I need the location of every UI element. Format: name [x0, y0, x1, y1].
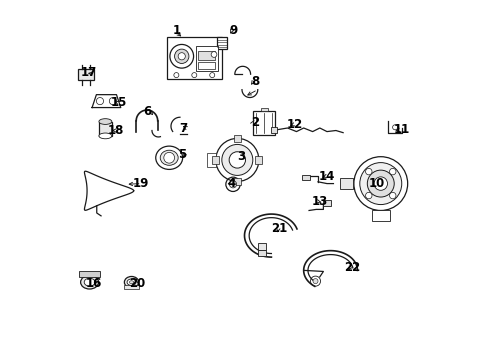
Text: 20: 20 — [128, 278, 145, 291]
Bar — [216, 37, 227, 49]
Bar — [301, 175, 309, 180]
Circle shape — [365, 168, 371, 175]
Ellipse shape — [127, 279, 136, 285]
Circle shape — [96, 98, 103, 105]
Ellipse shape — [124, 276, 139, 288]
Text: 3: 3 — [236, 150, 244, 163]
Circle shape — [389, 168, 395, 175]
Text: 8: 8 — [251, 75, 259, 88]
Bar — [371, 211, 389, 221]
Bar — [260, 108, 267, 111]
Text: 1: 1 — [172, 24, 180, 37]
Circle shape — [163, 152, 174, 163]
Bar — [198, 62, 215, 69]
Bar — [166, 37, 222, 79]
Circle shape — [366, 170, 393, 197]
Text: 12: 12 — [286, 118, 302, 131]
Bar — [255, 156, 262, 163]
Circle shape — [209, 73, 214, 78]
Bar — [339, 178, 352, 189]
Ellipse shape — [160, 150, 178, 165]
Text: 16: 16 — [85, 278, 102, 291]
Ellipse shape — [81, 275, 99, 289]
Bar — [258, 249, 265, 256]
Circle shape — [109, 98, 116, 105]
Circle shape — [353, 157, 407, 211]
Circle shape — [229, 181, 236, 188]
Bar — [124, 285, 139, 289]
Text: 18: 18 — [107, 124, 123, 137]
Text: 17: 17 — [80, 66, 97, 79]
Circle shape — [169, 44, 193, 68]
Circle shape — [174, 49, 188, 63]
Text: 15: 15 — [111, 96, 127, 109]
Text: 5: 5 — [177, 148, 185, 161]
Text: 9: 9 — [229, 24, 237, 37]
Text: 4: 4 — [227, 177, 236, 190]
Ellipse shape — [155, 146, 182, 170]
Bar — [212, 156, 219, 163]
Bar — [99, 122, 112, 136]
Circle shape — [174, 73, 179, 78]
Text: 11: 11 — [393, 123, 409, 136]
Bar — [253, 111, 274, 135]
Text: 13: 13 — [311, 195, 327, 208]
Bar — [196, 45, 217, 71]
Bar — [206, 153, 215, 167]
Circle shape — [191, 73, 196, 78]
Bar — [198, 51, 215, 60]
Ellipse shape — [129, 281, 133, 284]
Text: 10: 10 — [368, 177, 385, 190]
Text: 7: 7 — [179, 122, 187, 135]
Text: 19: 19 — [132, 177, 148, 190]
Bar — [323, 200, 330, 206]
Circle shape — [312, 279, 317, 284]
Circle shape — [211, 51, 217, 57]
Text: 6: 6 — [143, 105, 151, 118]
Bar — [270, 127, 277, 134]
Text: 22: 22 — [343, 261, 360, 274]
Circle shape — [222, 144, 252, 175]
Ellipse shape — [84, 278, 95, 286]
Circle shape — [215, 138, 258, 181]
Text: 2: 2 — [251, 116, 259, 129]
Circle shape — [389, 192, 395, 199]
Bar — [78, 69, 94, 80]
Bar — [79, 271, 100, 277]
Ellipse shape — [99, 119, 112, 125]
Bar — [233, 135, 241, 142]
Circle shape — [365, 192, 371, 199]
Text: 14: 14 — [318, 170, 334, 183]
Circle shape — [373, 177, 386, 190]
Ellipse shape — [99, 133, 112, 139]
Circle shape — [229, 152, 245, 168]
Text: 21: 21 — [271, 222, 287, 235]
Circle shape — [359, 163, 401, 204]
Bar — [258, 243, 265, 250]
Circle shape — [178, 53, 185, 60]
Circle shape — [392, 125, 397, 130]
Bar — [233, 178, 241, 185]
